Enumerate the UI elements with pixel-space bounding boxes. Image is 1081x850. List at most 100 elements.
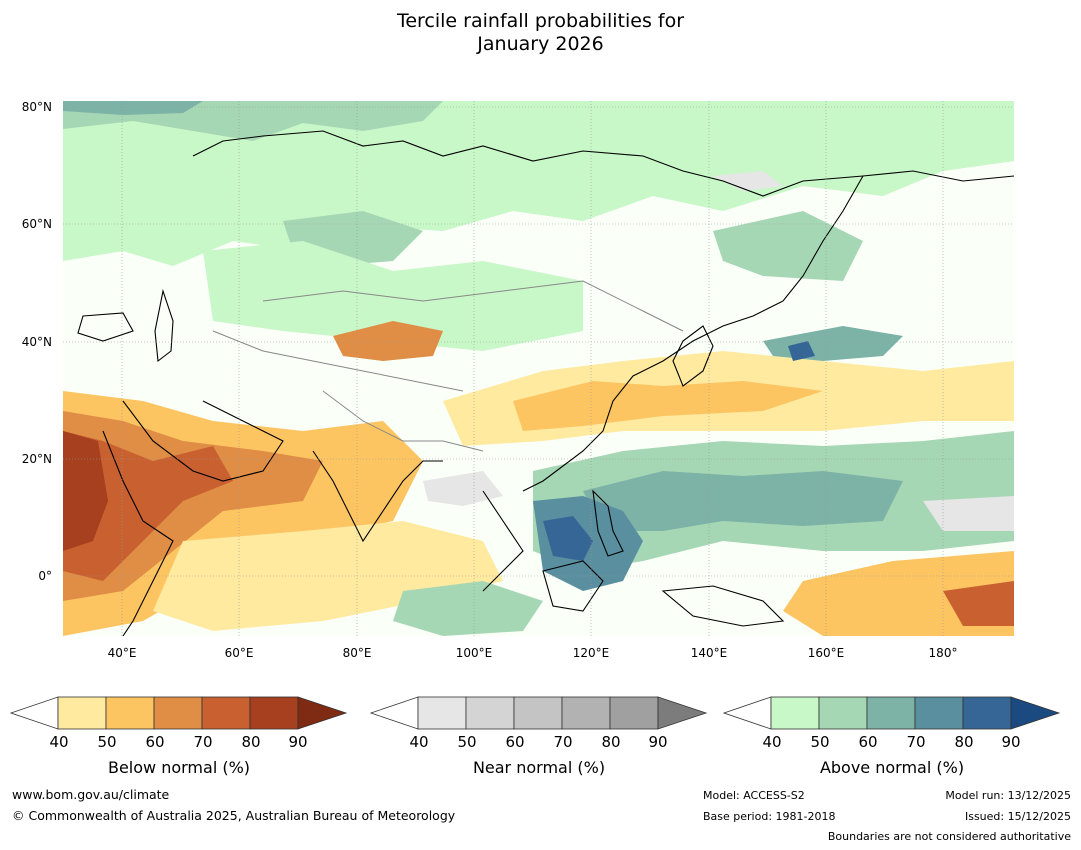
coastline-borneo xyxy=(542,560,604,612)
below-normal-region-indian-ocean xyxy=(153,521,503,631)
colorbar-low-extension xyxy=(722,696,772,730)
colorbar-below-normal xyxy=(9,696,348,732)
graticule xyxy=(63,101,1014,636)
colorbar-swatch-2 xyxy=(105,696,155,730)
below-normal-region-tarim xyxy=(333,321,443,361)
footer-issued: Issued: 15/12/2025 xyxy=(964,810,1071,823)
above-tick-80: 80 xyxy=(954,733,974,751)
coastline-kamchatka xyxy=(782,175,864,302)
colorbar-high-extension xyxy=(297,696,348,730)
above-tick-90: 90 xyxy=(1001,733,1021,751)
colorbar-swatch-1 xyxy=(417,696,467,730)
lon-tick-100e: 100°E xyxy=(455,646,493,660)
lon-tick-160e: 160°E xyxy=(807,646,845,660)
below-normal-region-west-pacific-mid xyxy=(513,381,823,431)
above-normal-region-philippine-sea xyxy=(583,471,903,531)
colorbar-swatch-5 xyxy=(962,696,1012,730)
footer-disclaimer: Boundaries are not considered authoritat… xyxy=(827,830,1071,843)
near-tick-50: 50 xyxy=(457,733,477,751)
coastline-philippines xyxy=(592,489,624,557)
colorbar-near-normal xyxy=(369,696,708,732)
lat-tick-0: 0° xyxy=(38,569,52,583)
coastline-arabia xyxy=(122,400,284,482)
lat-tick-20n: 20°N xyxy=(21,452,52,466)
boundary-south-asia xyxy=(322,390,484,452)
below-tick-80: 80 xyxy=(241,733,261,751)
below-normal-region-africa-darkest xyxy=(63,431,108,551)
footer-url: www.bom.gov.au/climate xyxy=(12,787,170,802)
title-line-2: January 2026 xyxy=(477,33,604,55)
above-normal-region-central-asia xyxy=(203,241,583,351)
above-normal-region-core xyxy=(543,516,593,561)
near-normal-region-3 xyxy=(713,171,783,191)
below-tick-40: 40 xyxy=(49,733,69,751)
above-tick-50: 50 xyxy=(810,733,830,751)
below-normal-region-south-pacific xyxy=(783,551,1014,636)
colorbar-near-normal-swatches xyxy=(369,696,708,730)
footer-copyright: © Commonwealth of Australia 2025, Austra… xyxy=(12,808,456,823)
title-line-1: Tercile rainfall probabilities for xyxy=(396,10,685,32)
above-tick-70: 70 xyxy=(906,733,926,751)
above-normal-region-north-pacific-core xyxy=(788,341,815,361)
colorbar-near-label: Near normal (%) xyxy=(472,758,606,777)
boundary-central-asia xyxy=(212,330,464,392)
footer-base-period: Base period: 1981-2018 xyxy=(703,810,836,823)
below-normal-region-south-pacific-strong xyxy=(943,581,1014,626)
rainfall-probability-map xyxy=(63,101,1014,636)
colorbar-swatch-3 xyxy=(153,696,203,730)
lon-tick-80e: 80°E xyxy=(342,646,372,660)
coastline-east-asia xyxy=(522,300,784,492)
colorbar-swatch-5 xyxy=(249,696,299,730)
colorbar-low-extension xyxy=(9,696,59,730)
colorbar-swatch-3 xyxy=(513,696,563,730)
near-tick-60: 60 xyxy=(505,733,525,751)
colorbar-high-extension xyxy=(1010,696,1061,730)
coastline-india xyxy=(312,450,443,543)
footer-model-run: Model run: 13/12/2025 xyxy=(945,789,1071,802)
country-boundaries xyxy=(212,280,684,452)
lat-tick-60n: 60°N xyxy=(21,217,52,231)
colorbar-below-normal-swatches xyxy=(9,696,348,730)
below-tick-50: 50 xyxy=(97,733,117,751)
coastline-se-asia xyxy=(482,490,524,592)
above-tick-40: 40 xyxy=(762,733,782,751)
near-normal-region-2 xyxy=(923,496,1014,531)
above-normal-region-arctic-strong xyxy=(63,101,203,115)
colorbar-near-ticks: 40 50 60 70 80 90 xyxy=(370,733,708,753)
boundary-china-north xyxy=(262,280,684,332)
map-canvas xyxy=(63,101,1014,636)
colorbar-below-ticks: 40 50 60 70 80 90 xyxy=(10,733,348,753)
colorbar-swatch-2 xyxy=(465,696,515,730)
near-tick-40: 40 xyxy=(409,733,429,751)
near-tick-90: 90 xyxy=(648,733,668,751)
above-normal-region-far-east xyxy=(713,211,863,281)
colorbar-swatch-1 xyxy=(770,696,820,730)
colorbar-high-extension xyxy=(657,696,708,730)
colorbar-low-extension xyxy=(369,696,419,730)
colorbar-swatch-4 xyxy=(201,696,251,730)
colorbar-swatch-2 xyxy=(818,696,868,730)
coastline-black-sea xyxy=(77,312,134,342)
lon-tick-40e: 40°E xyxy=(107,646,137,660)
colorbar-swatch-4 xyxy=(561,696,611,730)
coastline-new-guinea xyxy=(661,585,785,627)
colorbar-below-label: Below normal (%) xyxy=(107,758,251,777)
near-tick-70: 70 xyxy=(553,733,573,751)
coastline-japan xyxy=(672,325,714,387)
below-tick-70: 70 xyxy=(193,733,213,751)
near-tick-80: 80 xyxy=(601,733,621,751)
colorbar-above-normal xyxy=(722,696,1061,732)
lon-tick-140e: 140°E xyxy=(690,646,728,660)
above-tick-60: 60 xyxy=(858,733,878,751)
lat-tick-40n: 40°N xyxy=(21,335,52,349)
footer-model: Model: ACCESS-S2 xyxy=(703,789,805,802)
lon-tick-180: 180° xyxy=(928,646,958,660)
map-title: Tercile rainfall probabilities for Janua… xyxy=(0,10,1081,56)
below-tick-60: 60 xyxy=(145,733,165,751)
lat-tick-80n: 80°N xyxy=(21,100,52,114)
coastlines xyxy=(77,130,1014,636)
colorbar-swatch-4 xyxy=(914,696,964,730)
colorbar-above-ticks: 40 50 60 70 80 90 xyxy=(723,733,1061,753)
below-tick-90: 90 xyxy=(288,733,308,751)
above-normal-region-south-indian xyxy=(393,581,543,636)
